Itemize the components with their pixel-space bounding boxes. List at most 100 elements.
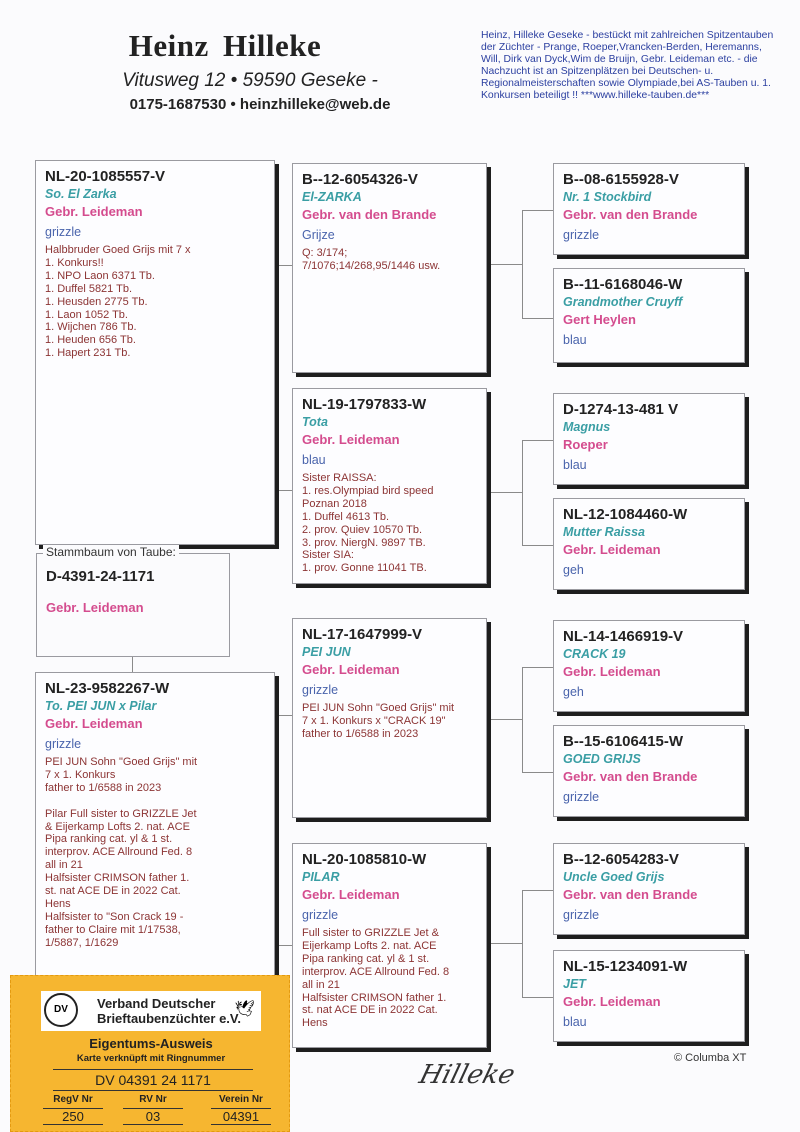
note-line: Eijerkamp Lofts 2. nat. ACE xyxy=(302,939,437,952)
pedigree-box-ssd: B--11-6168046-W Grandmother Cruyff Gert He… xyxy=(553,268,745,363)
note-line: Hens xyxy=(45,897,71,910)
subject-legend: Stammbaum von Taube: xyxy=(43,545,179,559)
pedigree-box-sire: NL-20-1085557-V So. El Zarka Gebr. Leidema… xyxy=(35,160,275,545)
note-line: 1. Duffel 5821 Tb. xyxy=(45,282,133,295)
ring-number: NL-20-1085557-V xyxy=(45,168,166,185)
field-label: RegV Nr xyxy=(53,1094,93,1105)
connector-line xyxy=(522,440,523,546)
org-line-2: Brieftaubenzüchter e.V. xyxy=(97,1011,242,1026)
note-line: 1. res.Olympiad bird speed xyxy=(302,484,434,497)
note-line: Pilar Full sister to GRIZZLE Jet xyxy=(45,807,197,820)
pigeon-icon: 🕊 xyxy=(234,1001,255,1018)
pedigree-box-sdd: NL-12-1084460-W Mutter Raissa Gebr. Leidem… xyxy=(553,498,745,590)
pigeon-name: PILAR xyxy=(302,870,340,884)
note-line: father to Claire mit 1/17538, xyxy=(45,923,181,936)
note-line: 1. Konkurs!! xyxy=(45,256,104,269)
plumage-color: blau xyxy=(563,458,587,472)
connector-line xyxy=(522,440,553,441)
connector-line xyxy=(522,772,553,773)
ring-number: B--15-6106415-W xyxy=(563,733,684,750)
note-line: father to 1/6588 in 2023 xyxy=(302,727,419,740)
note-line: 1. NPO Laon 6371 Tb. xyxy=(45,269,155,282)
plumage-color: blau xyxy=(302,453,326,467)
pigeon-name: Tota xyxy=(302,415,328,429)
connector-line xyxy=(262,490,292,491)
breeder: Gebr. Leideman xyxy=(302,662,400,677)
note-line: interprov. ACE Allround Fed. 8 xyxy=(45,846,193,859)
plumage-color: grizzle xyxy=(563,908,600,922)
note-line: 1. Laon 1052 Tb. xyxy=(45,308,128,321)
note-line: 2. prov. Quiev 10570 Tb. xyxy=(302,523,423,536)
breeder: Gebr. van den Brande xyxy=(302,207,437,222)
ring-number: B--08-6155928-V xyxy=(563,171,679,188)
pigeon-name: PEI JUN xyxy=(302,645,351,659)
performance-notes: Full sister to GRIZZLE Jet & Eijerkamp Lo… xyxy=(302,927,477,1030)
connector-line xyxy=(522,890,523,998)
note-line: Halbbruder Goed Grijs mit 7 x xyxy=(45,244,191,256)
plumage-color: grizzle xyxy=(563,790,600,804)
connector-line xyxy=(487,719,522,720)
note-line: & Eijerkamp Lofts 2. nat. ACE xyxy=(45,820,190,833)
plumage-color: grizzle xyxy=(45,225,82,239)
note-line: Full sister to GRIZZLE Jet & xyxy=(302,927,439,939)
breeder: Gebr. van den Brande xyxy=(563,887,698,902)
pigeon-name: Mutter Raissa xyxy=(563,525,645,539)
note-line: Q: 3/174; xyxy=(302,247,348,259)
signature: Hilleke xyxy=(415,1060,519,1090)
pigeon-name: Uncle Goed Grijs xyxy=(563,870,665,884)
pedigree-box-dd: NL-20-1085810-W PILAR Gebr. Leideman grizzl… xyxy=(292,843,487,1048)
pigeon-name: To. PEI JUN x Pilar xyxy=(45,699,157,713)
ring-number: NL-14-1466919-V xyxy=(563,628,684,645)
plumage-color: geh xyxy=(563,563,584,577)
breeder: Roeper xyxy=(563,437,608,452)
note-line: 7 x 1. Konkurs xyxy=(45,768,116,781)
note-line: Halfsister CRIMSON father 1. xyxy=(302,991,447,1004)
breeder: Gebr. Leideman xyxy=(302,887,400,902)
ring-number: NL-17-1647999-V xyxy=(302,626,423,643)
performance-notes: PEI JUN Sohn "Goed Grijs" mit 7 x 1. Konk… xyxy=(45,756,265,950)
note-line xyxy=(45,795,265,808)
pedigree-box-dds: B--12-6054283-V Uncle Goed Grijs Gebr. van… xyxy=(553,843,745,935)
connector-line xyxy=(522,210,553,211)
pigeon-name: Grandmother Cruyff xyxy=(563,295,683,309)
breeder: Gebr. Leideman xyxy=(45,204,143,219)
field-value: 250 xyxy=(43,1108,103,1125)
note-line: 1/5887, 1/1629 xyxy=(45,936,119,949)
copyright: © Columba XT xyxy=(674,1052,747,1064)
vdt-logo-icon: DV xyxy=(44,993,78,1027)
breeder: Gebr. Leideman xyxy=(563,664,661,679)
connector-line xyxy=(522,210,523,319)
note-line: PEI JUN Sohn "Goed Grijs" mit xyxy=(45,756,198,768)
card-title: Eigentums-Ausweis xyxy=(89,1036,213,1051)
pigeon-name: JET xyxy=(563,977,586,991)
connector-line xyxy=(522,667,553,668)
connector-line xyxy=(487,264,522,265)
pedigree-box-dsd: B--15-6106415-W GOED GRIJS Gebr. van den B… xyxy=(553,725,745,817)
note-line: Sister SIA: xyxy=(302,549,354,562)
breeder: Gebr. Leideman xyxy=(45,716,143,731)
note-line: interprov. ACE Allround Fed. 8 xyxy=(302,965,450,978)
note-line: 7/1076;14/268,95/1446 usw. xyxy=(302,259,441,272)
breeder: Gert Heylen xyxy=(563,312,636,327)
connector-line xyxy=(522,667,523,773)
pedigree-box-ss: B--12-6054326-V El-ZARKA Gebr. van den Bra… xyxy=(292,163,487,373)
note-line: 1. Heuden 656 Tb. xyxy=(45,334,136,347)
org-line-1: Verband Deutscher xyxy=(97,996,216,1011)
field-value: 04391 xyxy=(211,1108,271,1125)
note-line: st. nat ACE DE in 2022 Cat. xyxy=(302,1004,438,1017)
card-organization: Verband Deutscher Brieftaubenzüchter e.V… xyxy=(97,996,241,1026)
plumage-color: geh xyxy=(563,685,584,699)
ring-number: D-1274-13-481 V xyxy=(563,401,679,418)
subject-breeder: Gebr. Leideman xyxy=(46,600,144,615)
plumage-color: grizzle xyxy=(302,683,339,697)
note-line: father to 1/6588 in 2023 xyxy=(45,781,162,794)
card-ring-number: DV 04391 24 1171 xyxy=(53,1069,253,1091)
connector-line xyxy=(487,492,522,493)
plumage-color: grizzle xyxy=(302,908,339,922)
connector-line xyxy=(522,545,553,546)
note-line: 1. Hapert 231 Tb. xyxy=(45,347,131,360)
note-line: 1. Wijchen 786 Tb. xyxy=(45,321,137,334)
breeder-name-title: Heinz Hilleke xyxy=(128,28,322,63)
pedigree-box-sd: NL-19-1797833-W Tota Gebr. Leideman blau Sis… xyxy=(292,388,487,584)
